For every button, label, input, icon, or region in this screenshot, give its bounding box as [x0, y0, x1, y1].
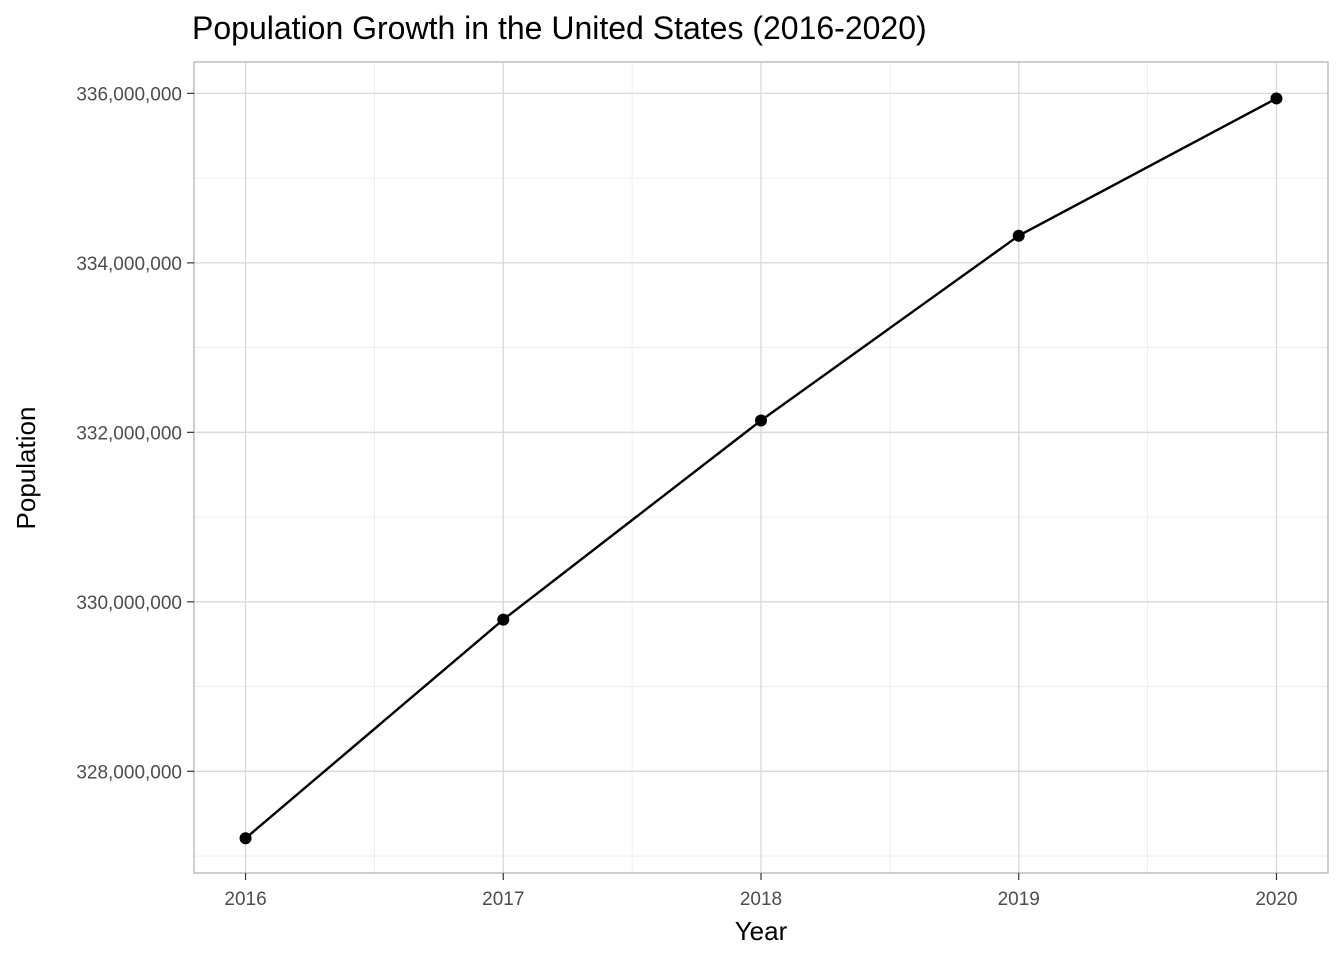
y-tick-label-3: 334,000,000: [76, 254, 182, 275]
data-points: [239, 92, 1283, 845]
data-point-2016: [239, 832, 252, 845]
x-tick-label-0: 2016: [224, 889, 266, 910]
data-point-2020: [1270, 92, 1283, 105]
chart-title: Population Growth in the United States (…: [192, 10, 927, 46]
x-tick-label-3: 2019: [998, 889, 1040, 910]
data-point-2017: [497, 613, 510, 626]
axis-ticks: [187, 92, 1278, 880]
major-gridlines: [194, 62, 1328, 873]
x-tick-labels: 2016 2017 2018 2019 2020: [224, 889, 1297, 910]
y-tick-label-2: 332,000,000: [76, 423, 182, 444]
y-axis-title: Population: [11, 407, 41, 530]
data-point-2018: [755, 414, 767, 427]
y-tick-label-4: 336,000,000: [76, 84, 182, 105]
y-tick-labels: 328,000,000 330,000,000 332,000,000 334,000…: [76, 84, 182, 783]
x-tick-label-4: 2020: [1255, 889, 1297, 910]
data-point-2019: [1012, 229, 1025, 242]
y-tick-label-1: 330,000,000: [76, 593, 182, 614]
x-tick-label-1: 2017: [482, 889, 524, 910]
x-axis-title: Year: [735, 916, 788, 946]
x-tick-label-2: 2018: [740, 889, 782, 910]
y-tick-label-0: 328,000,000: [76, 762, 182, 783]
